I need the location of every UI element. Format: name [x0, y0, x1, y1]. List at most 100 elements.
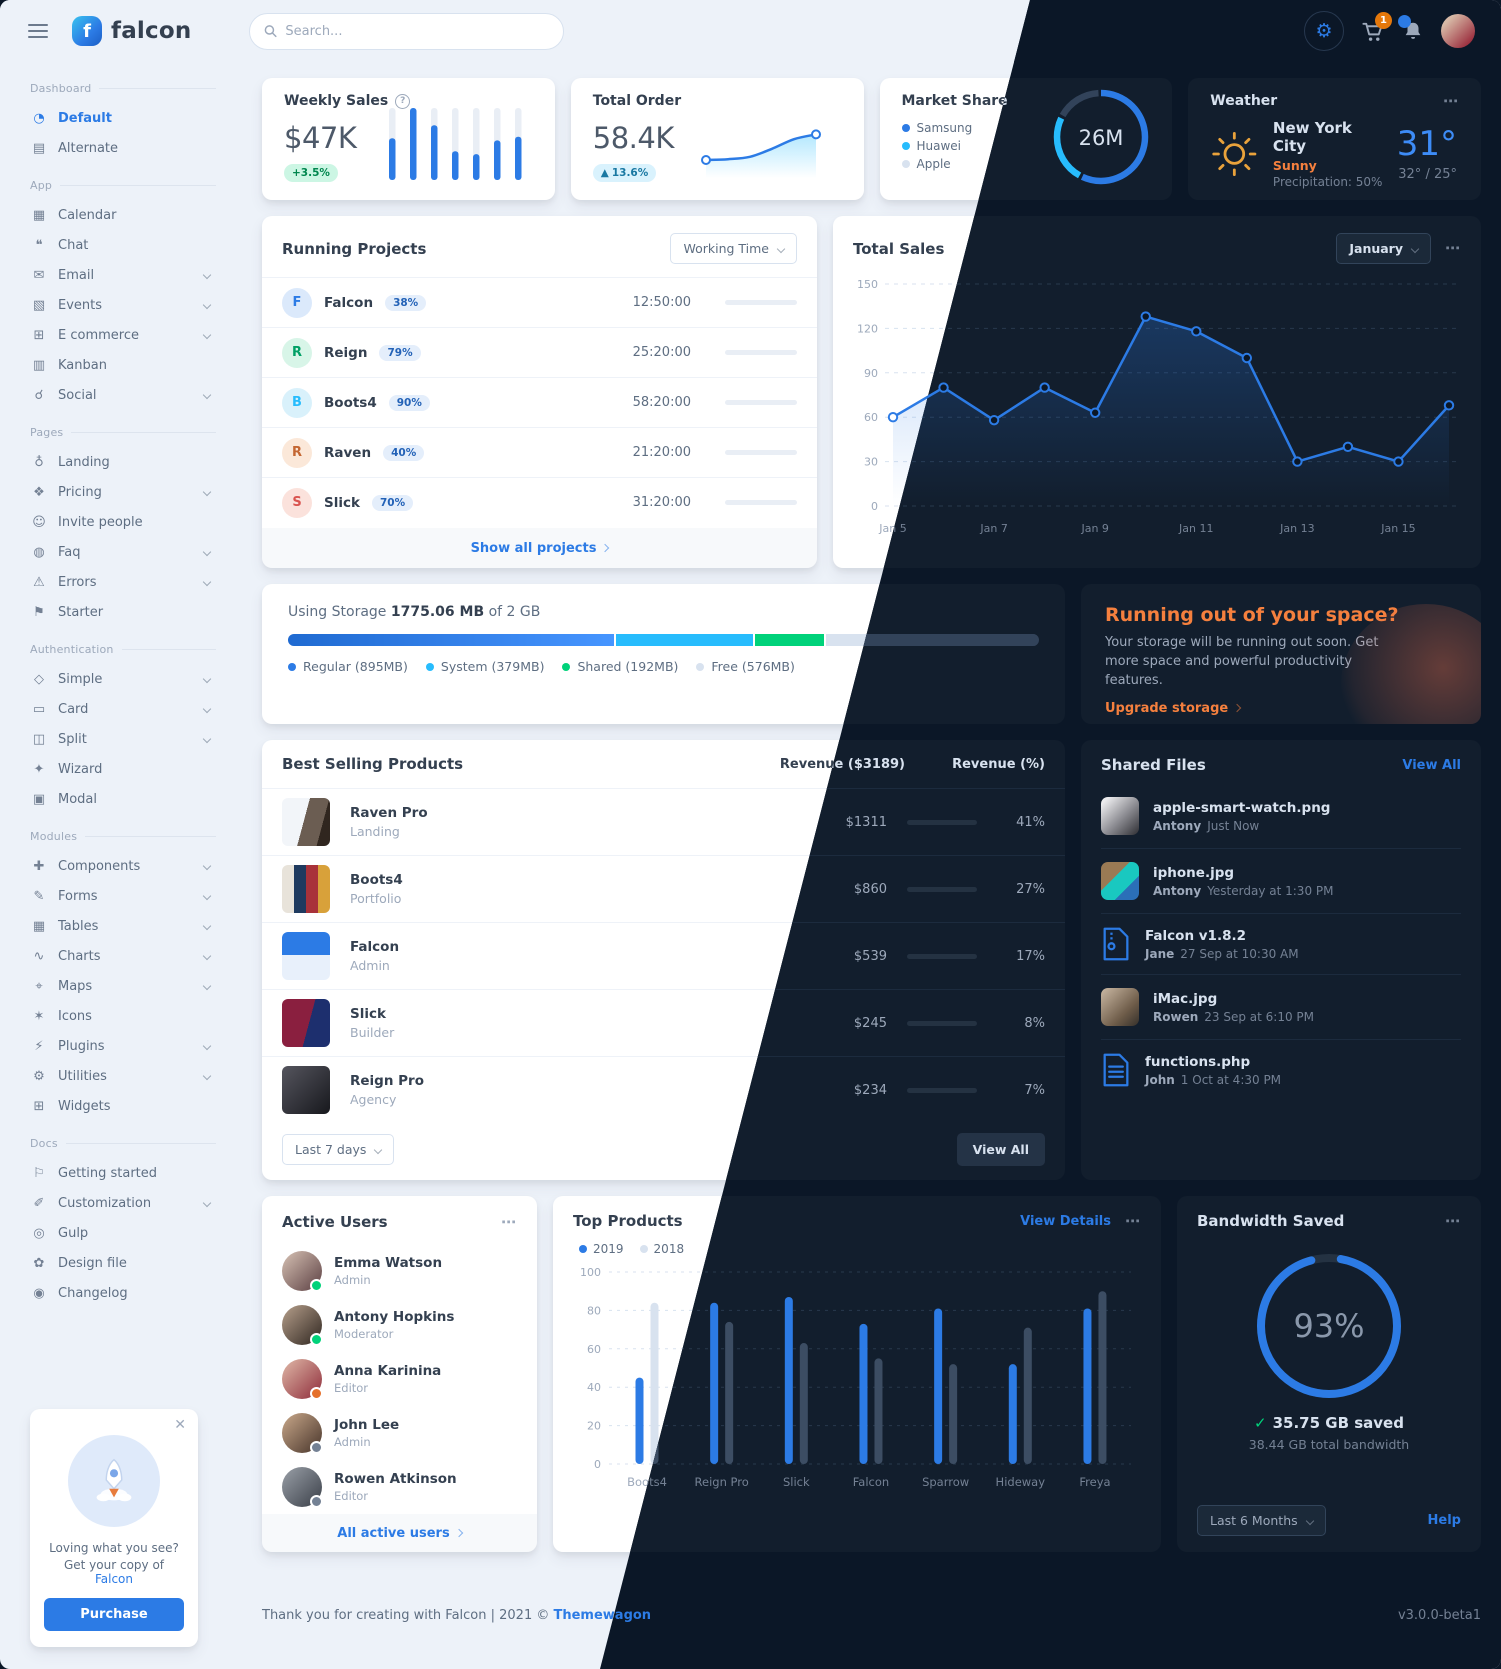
sidebar-item-e-commerce[interactable]: ⊞ E commerce [30, 320, 216, 350]
project-name[interactable]: Boots4 [324, 394, 377, 411]
sidebar-item-default[interactable]: ◔ Default [30, 103, 216, 133]
user-role: Moderator [334, 1327, 394, 1341]
sidebar-item-kanban[interactable]: ▥ Kanban [30, 350, 216, 380]
project-name[interactable]: Falcon [324, 294, 374, 311]
help-icon[interactable]: ? [395, 93, 411, 109]
product-name[interactable]: Reign Pro [350, 1073, 424, 1089]
best-selling-list: Raven Pro Landing $1311 41% Boots4 Portfolio $… [262, 789, 1065, 1123]
file-name[interactable]: iphone.jpg [1153, 864, 1235, 881]
sidebar-item-email[interactable]: ✉ Email [30, 260, 216, 290]
sidebar-item-components[interactable]: ✚ Components [30, 851, 216, 881]
purchase-button[interactable]: Purchase [44, 1598, 184, 1631]
sidebar-item-utilities[interactable]: ⚙ Utilities [30, 1061, 216, 1091]
file-info: functions.php John 1 Oct at 4:30 PM [1145, 1054, 1281, 1087]
icons-icon: ✶ [33, 1008, 45, 1024]
sidebar-item-forms[interactable]: ✎ Forms [30, 881, 216, 911]
search-icon [265, 25, 277, 38]
active-users-menu-button[interactable]: ⋯ [501, 1212, 517, 1231]
view-all-button[interactable]: View All [956, 1133, 1045, 1166]
sidebar-item-wizard[interactable]: ✦ Wizard [30, 754, 216, 784]
user-info: Anna Karinina Editor [334, 1363, 441, 1395]
user-name[interactable]: John Lee [334, 1417, 400, 1433]
bandwidth-menu-button[interactable]: ⋯ [1445, 1211, 1461, 1230]
top-products-menu-button[interactable]: ⋯ [1125, 1211, 1141, 1230]
sidebar-item-faq[interactable]: ◍ Faq [30, 537, 216, 567]
close-icon[interactable]: ✕ [174, 1417, 186, 1433]
total-sales-menu-button[interactable]: ⋯ [1445, 239, 1461, 257]
view-details-link[interactable]: View Details [1020, 1213, 1111, 1229]
last-7-days-select[interactable]: Last 7 days [282, 1134, 395, 1165]
sidebar-item-starter[interactable]: ⚑ Starter [30, 597, 216, 627]
sidebar-item-simple[interactable]: ◇ Simple [30, 664, 216, 694]
user-avatar[interactable] [1441, 14, 1475, 48]
project-name[interactable]: Slick [324, 494, 360, 511]
sidebar-item-maps[interactable]: ⌖ Maps [30, 971, 216, 1001]
sidebar-item-charts[interactable]: ∿ Charts [30, 941, 216, 971]
sidebar-item-social[interactable]: ☌ Social [30, 380, 216, 410]
settings-button[interactable]: ⚙ [1304, 11, 1344, 51]
falcon-link[interactable]: Falcon [94, 1572, 134, 1586]
sidebar-item-changelog[interactable]: ◉ Changelog [30, 1278, 216, 1308]
notifications-button[interactable] [1398, 15, 1426, 44]
file-name[interactable]: functions.php [1145, 1053, 1251, 1070]
upgrade-storage-link[interactable]: Upgrade storage [1105, 701, 1242, 716]
file-name[interactable]: apple-smart-watch.png [1153, 799, 1331, 816]
user-name[interactable]: Antony Hopkins [334, 1309, 455, 1325]
sidebar-item-errors[interactable]: ⚠ Errors [30, 567, 216, 597]
sidebar-item-split[interactable]: ◫ Split [30, 724, 216, 754]
working-time-select[interactable]: Working Time [670, 233, 797, 264]
file-name[interactable]: iMac.jpg [1153, 990, 1218, 1007]
sidebar-item-modal[interactable]: ▣ Modal [30, 784, 216, 814]
project-name[interactable]: Raven [324, 444, 372, 461]
sidebar-item-icons[interactable]: ✶ Icons [30, 1001, 216, 1031]
user-name[interactable]: Emma Watson [334, 1255, 443, 1271]
cart-button[interactable]: 1 [1359, 12, 1392, 44]
project-name[interactable]: Reign [324, 344, 368, 361]
file-name[interactable]: Falcon v1.8.2 [1145, 927, 1246, 944]
help-link[interactable]: Help [1427, 1513, 1461, 1528]
sidebar-item-pricing[interactable]: ❖ Pricing [30, 477, 216, 507]
sidebar-item-alternate[interactable]: ▤ Alternate [30, 133, 216, 163]
legend-item-2019[interactable]: 2019 [579, 1242, 624, 1256]
sidebar-item-events[interactable]: ▧ Events [30, 290, 216, 320]
sidebar-item-chat[interactable]: ❝ Chat [30, 230, 216, 260]
product-revenue: $245 [853, 1015, 887, 1031]
check-icon: ✓ [1254, 1414, 1267, 1432]
product-name[interactable]: Raven Pro [350, 805, 428, 821]
user-name[interactable]: Anna Karinina [334, 1363, 442, 1379]
sidebar-item-tables[interactable]: ▦ Tables [30, 911, 216, 941]
sidebar-item-invite-people[interactable]: ☺ Invite people [30, 507, 216, 537]
sidebar-item-getting-started[interactable]: ⚐ Getting started [30, 1158, 216, 1188]
product-name[interactable]: Falcon [350, 939, 400, 955]
search-box [249, 12, 565, 50]
brand-logo[interactable]: f falcon [72, 16, 191, 46]
all-active-users-link[interactable]: All active users [262, 1514, 537, 1552]
falcon-logo-icon: f [72, 16, 102, 46]
zip-file-icon [1103, 927, 1129, 961]
weather-menu-button[interactable]: ⋯ [1443, 91, 1459, 110]
sidebar-item-widgets[interactable]: ⊞ Widgets [30, 1091, 216, 1121]
last-6-months-select[interactable]: Last 6 Months [1197, 1505, 1326, 1536]
nav-section-label: Docs [30, 1137, 216, 1150]
user-name[interactable]: Rowen Atkinson [334, 1471, 457, 1487]
sidebar-item-label: Email [58, 267, 95, 283]
sidebar-item-design-file[interactable]: ✿ Design file [30, 1248, 216, 1278]
sidebar-item-card[interactable]: ▭ Card [30, 694, 216, 724]
tags-icon: ❖ [33, 484, 45, 500]
sidebar-item-customization[interactable]: ✐ Customization [30, 1188, 216, 1218]
product-name[interactable]: Boots4 [350, 872, 403, 888]
month-select[interactable]: January [1336, 233, 1431, 264]
sidebar-item-calendar[interactable]: ▦ Calendar [30, 200, 216, 230]
product-name[interactable]: Slick [350, 1006, 386, 1022]
sidebar-item-landing[interactable]: ♁ Landing [30, 447, 216, 477]
wrench-icon: ✐ [33, 1195, 45, 1211]
search-input[interactable] [285, 23, 550, 39]
shared-files-view-all-link[interactable]: View All [1402, 757, 1461, 773]
sidebar-item-plugins[interactable]: ⚡ Plugins [30, 1031, 216, 1061]
hamburger-menu-icon[interactable] [28, 24, 48, 38]
show-all-projects-link[interactable]: Show all projects [262, 528, 817, 568]
legend-item-2018[interactable]: 2018 [639, 1242, 684, 1256]
file-meta: John 1 Oct at 4:30 PM [1145, 1073, 1281, 1087]
sidebar-item-gulp[interactable]: ◎ Gulp [30, 1218, 216, 1248]
